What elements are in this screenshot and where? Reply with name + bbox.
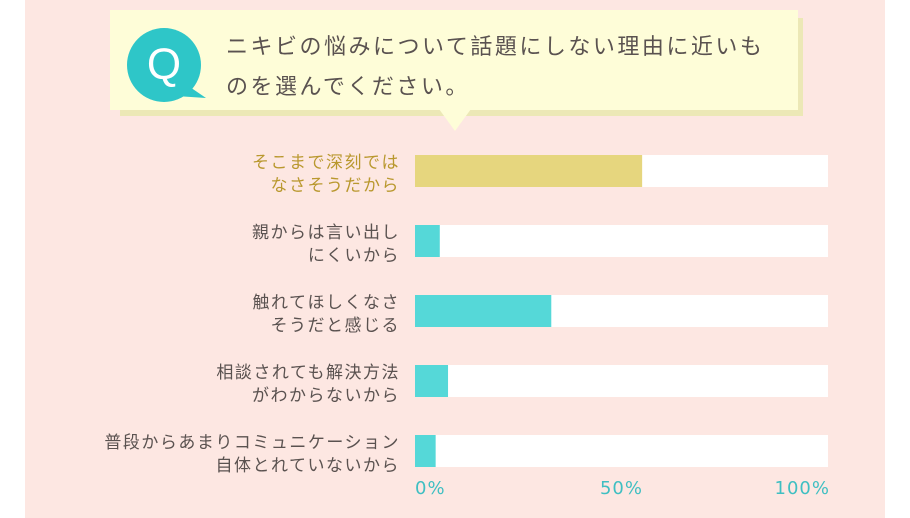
category-label: 親からは言い出し: [252, 223, 400, 243]
category-label: 相談されても解決方法: [216, 363, 400, 383]
category-label: なさそうだから: [271, 176, 401, 196]
question-badge-tail: [176, 83, 206, 98]
bar: [415, 435, 436, 467]
category-label: そこまで深刻では: [252, 153, 400, 173]
bar-highlight: [415, 155, 643, 187]
category-label: がわからないから: [252, 386, 400, 406]
bar-track: [415, 365, 828, 397]
question-box: [110, 10, 798, 110]
question-badge-letter: Q: [147, 40, 181, 89]
question-box-pointer: [439, 109, 471, 131]
x-tick-label: 50%: [600, 478, 643, 499]
question-text: ニキビの悩みについて話題にしない理由に近いものを選んでください。: [226, 35, 765, 100]
category-label: にくいから: [308, 246, 400, 266]
bar: [415, 225, 440, 257]
x-tick-label: 100%: [775, 478, 830, 499]
bar: [415, 365, 449, 397]
question-badge-circle: [127, 28, 201, 102]
bar-track: [415, 435, 828, 467]
category-label: 触れてほしくなさ: [253, 293, 401, 313]
category-label: そうだと感じる: [271, 316, 401, 336]
question-badge-icon: Q: [127, 28, 206, 102]
x-tick-label: 0%: [415, 478, 446, 499]
category-label: 普段からあまりコミュニケーション: [104, 433, 400, 453]
bar-track: [415, 225, 828, 257]
bar: [415, 295, 552, 327]
category-label: 自体とれていないから: [216, 456, 401, 476]
